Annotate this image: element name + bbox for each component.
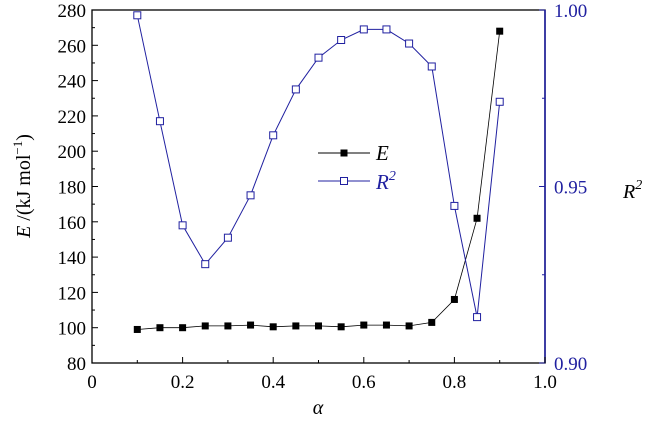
data-point-E xyxy=(450,295,458,303)
legend-marker-E xyxy=(340,149,348,157)
data-point-E xyxy=(315,322,322,330)
left-tick-label: 180 xyxy=(58,178,87,199)
left-tick-label: 140 xyxy=(58,248,87,269)
data-point-R2 xyxy=(382,25,391,34)
left-tick-label: 120 xyxy=(58,283,87,304)
data-point-E xyxy=(473,214,481,222)
x-axis-ticks: 0 0.2 0.4 0.6 0.8 1.0 xyxy=(87,357,557,393)
data-point-E xyxy=(179,324,187,332)
x-tick-label: 0.4 xyxy=(261,372,285,393)
left-axis-title: E /(kJ mol−1) xyxy=(10,134,35,239)
x-tick-label: 0.8 xyxy=(443,372,467,393)
x-tick-label: 0.2 xyxy=(171,372,195,393)
left-tick-label: 160 xyxy=(58,213,87,234)
legend-label-R2: R2 xyxy=(375,169,396,194)
left-axis-title-unit-exp: −1 xyxy=(10,141,25,155)
series-R2 xyxy=(133,11,504,322)
data-point-E xyxy=(269,323,277,331)
data-point-E xyxy=(405,322,413,330)
data-point-E xyxy=(156,324,164,332)
legend-label-R2-var: R xyxy=(375,170,389,194)
right-axis-title: R2 xyxy=(622,178,642,203)
data-point-R2 xyxy=(155,117,164,126)
legend-marker-R2 xyxy=(340,177,348,185)
data-point-E xyxy=(201,322,209,330)
data-point-R2 xyxy=(450,201,459,210)
data-point-R2 xyxy=(201,260,210,269)
left-tick-label: 260 xyxy=(58,36,87,57)
right-tick-label: 1.00 xyxy=(554,1,587,22)
x-axis-title: α xyxy=(313,397,324,419)
right-tick-label: 0.95 xyxy=(554,178,587,199)
data-point-R2 xyxy=(133,11,142,20)
left-axis-ticks: 80 100 120 140 160 180 200 220 240 260 280 xyxy=(58,1,98,375)
data-point-E xyxy=(292,322,300,330)
right-axis-ticks: 0.90 0.95 1.00 xyxy=(539,1,587,375)
left-tick-label: 220 xyxy=(58,107,87,128)
legend-label-R2-exp: 2 xyxy=(389,169,396,184)
data-point-R2 xyxy=(246,191,255,200)
data-point-R2 xyxy=(359,25,368,34)
data-point-E xyxy=(382,321,390,329)
right-axis-title-exp: 2 xyxy=(635,178,642,193)
left-tick-label: 200 xyxy=(58,142,87,163)
left-axis-title-unit: /(kJ mol xyxy=(13,154,35,221)
data-point-R2 xyxy=(473,313,482,322)
data-point-E xyxy=(224,322,232,330)
series-E xyxy=(133,27,504,333)
data-point-E xyxy=(247,321,255,329)
data-point-E xyxy=(337,323,345,331)
data-point-E xyxy=(360,321,368,329)
series-line xyxy=(137,31,501,330)
x-tick-label: 1.0 xyxy=(533,372,557,393)
left-tick-label: 80 xyxy=(67,354,86,375)
x-tick-label: 0.6 xyxy=(352,372,376,393)
left-tick-label: 240 xyxy=(58,72,87,93)
left-tick-label: 100 xyxy=(58,319,87,340)
left-axis-title-close: ) xyxy=(13,134,35,141)
legend-label-E: E xyxy=(375,141,389,165)
left-tick-label: 280 xyxy=(58,1,87,22)
data-point-E xyxy=(133,325,141,333)
data-point-R2 xyxy=(223,233,232,242)
data-point-R2 xyxy=(337,36,346,45)
data-point-R2 xyxy=(269,131,278,140)
data-point-R2 xyxy=(178,221,187,230)
right-tick-label: 0.90 xyxy=(554,354,587,375)
data-point-R2 xyxy=(427,62,436,71)
left-axis-title-var: E xyxy=(13,226,35,239)
right-axis-title-var: R xyxy=(622,181,635,203)
x-tick-label: 0 xyxy=(87,372,97,393)
legend: E R2 xyxy=(318,141,396,194)
data-point-E xyxy=(428,318,436,326)
data-point-E xyxy=(496,27,504,35)
data-point-R2 xyxy=(405,39,414,48)
data-point-R2 xyxy=(291,85,300,94)
plot-frame xyxy=(91,9,546,364)
data-point-R2 xyxy=(314,53,323,62)
data-point-R2 xyxy=(495,97,504,106)
